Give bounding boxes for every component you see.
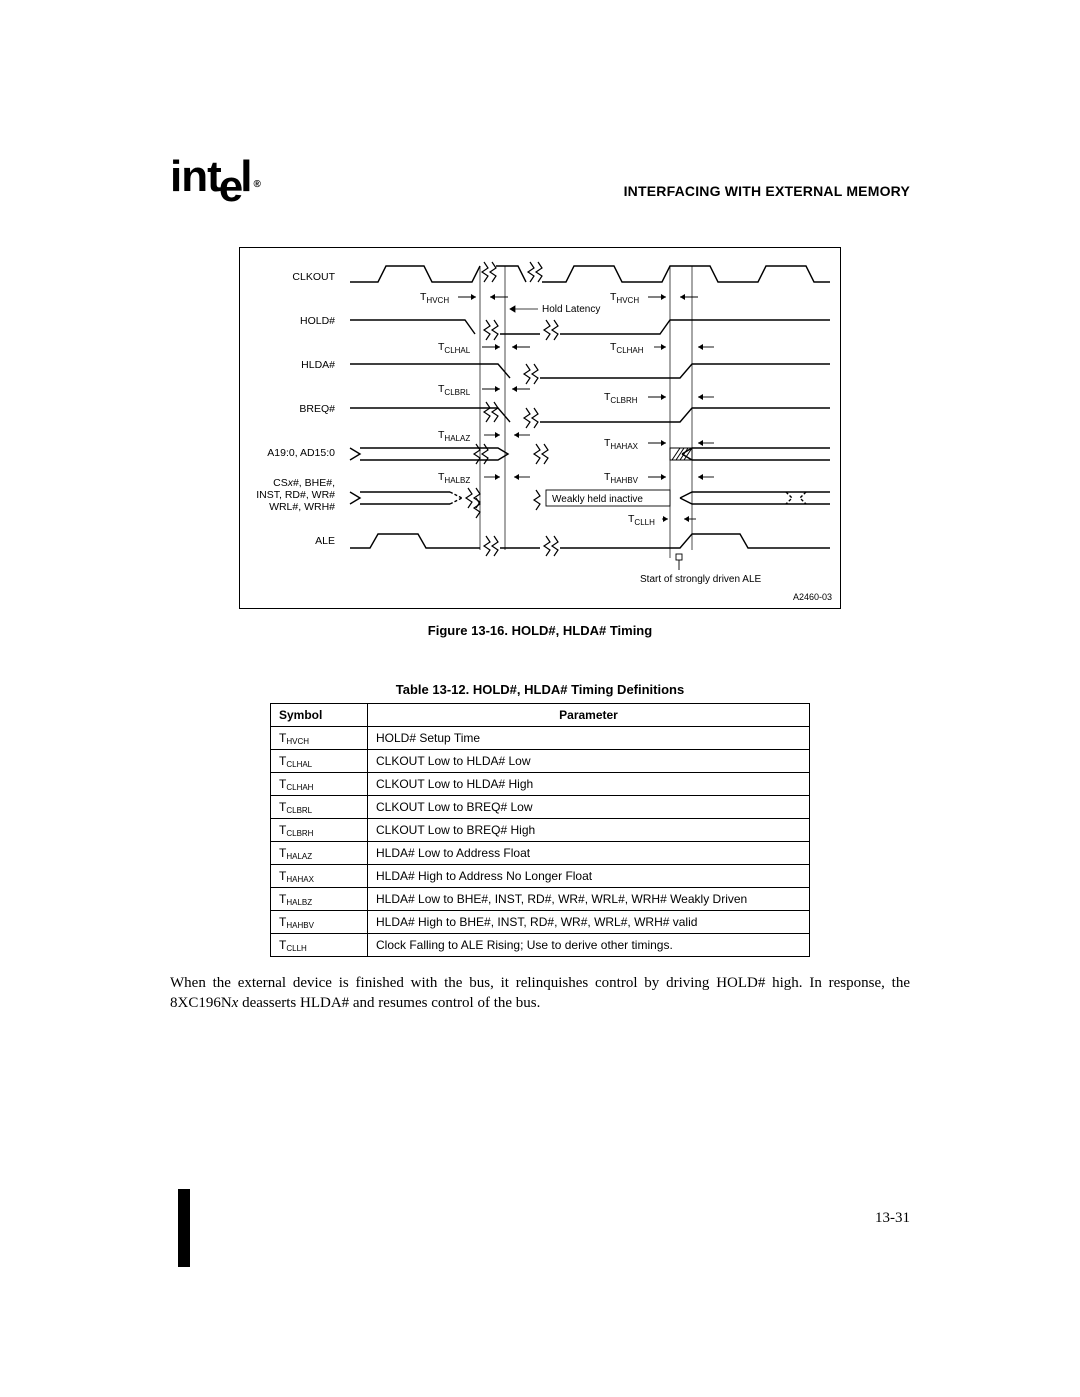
tclbrh-label: TCLBRH bbox=[604, 391, 714, 405]
thalbz-label: THALBZ bbox=[438, 471, 530, 485]
table-cell-symbol: THAHBV bbox=[271, 911, 368, 934]
hold-wave bbox=[350, 320, 830, 334]
table-header-row: Symbol Parameter bbox=[271, 704, 810, 727]
table-row: TCLHALCLKOUT Low to HLDA# Low bbox=[271, 750, 810, 773]
table-cell-symbol: TCLHAH bbox=[271, 773, 368, 796]
table-caption: Table 13-12. HOLD#, HLDA# Timing Definit… bbox=[170, 682, 910, 697]
table-row: THALAZHLDA# Low to Address Float bbox=[271, 842, 810, 865]
signal-label: CSx#, BHE#, bbox=[273, 477, 335, 489]
svg-text:THAHBV: THAHBV bbox=[604, 471, 639, 485]
hlda-wave bbox=[350, 364, 830, 378]
signal-label: ALE bbox=[315, 535, 335, 547]
tclhah-label: TCLHAH bbox=[610, 341, 714, 355]
table-row: THAHBVHLDA# High to BHE#, INST, RD#, WR#… bbox=[271, 911, 810, 934]
svg-text:THAHAX: THAHAX bbox=[604, 437, 639, 451]
tclhal-label: TCLHAL bbox=[438, 341, 530, 355]
figure-id: A2460-03 bbox=[793, 592, 832, 602]
table-cell-parameter: HLDA# High to BHE#, INST, RD#, WR#, WRL#… bbox=[368, 911, 810, 934]
table-cell-parameter: CLKOUT Low to HLDA# High bbox=[368, 773, 810, 796]
page: intel® INTERFACING WITH EXTERNAL MEMORY … bbox=[0, 0, 1080, 1397]
table-cell-parameter: Clock Falling to ALE Rising; Use to deri… bbox=[368, 934, 810, 957]
svg-text:Weakly held inactive: Weakly held inactive bbox=[552, 494, 643, 505]
svg-text:TCLBRH: TCLBRH bbox=[604, 391, 638, 405]
table-cell-symbol: THVCH bbox=[271, 727, 368, 750]
thahax-label: THAHAX bbox=[604, 437, 714, 451]
signal-label: HLDA# bbox=[301, 359, 335, 371]
left-black-bar bbox=[178, 1189, 190, 1267]
svg-text:TCLBRL: TCLBRL bbox=[438, 383, 471, 397]
table-row: THAHAXHLDA# High to Address No Longer Fl… bbox=[271, 865, 810, 888]
signal-label: HOLD# bbox=[300, 315, 335, 327]
svg-text:TCLHAH: TCLHAH bbox=[610, 341, 644, 355]
header-row: intel® INTERFACING WITH EXTERNAL MEMORY bbox=[170, 155, 910, 199]
svg-text:TCLHAL: TCLHAL bbox=[438, 341, 471, 355]
table-row: THVCHHOLD# Setup Time bbox=[271, 727, 810, 750]
ale-annot: Start of strongly driven ALE bbox=[640, 574, 762, 585]
svg-text:THVCH: THVCH bbox=[420, 291, 449, 305]
table-cell-parameter: CLKOUT Low to BREQ# Low bbox=[368, 796, 810, 819]
table-row: THALBZHLDA# Low to BHE#, INST, RD#, WR#,… bbox=[271, 888, 810, 911]
svg-text:TCLLH: TCLLH bbox=[628, 513, 655, 527]
table-header-parameter: Parameter bbox=[368, 704, 810, 727]
table-header-symbol: Symbol bbox=[271, 704, 368, 727]
thahbv-label: THAHBV bbox=[604, 471, 714, 485]
weakly-held-box: Weakly held inactive bbox=[546, 490, 670, 506]
svg-text:THVCH: THVCH bbox=[610, 291, 639, 305]
intel-logo: intel® bbox=[170, 155, 260, 199]
signal-label: CLKOUT bbox=[292, 271, 335, 283]
table-cell-symbol: THALAZ bbox=[271, 842, 368, 865]
table-cell-symbol: TCLBRH bbox=[271, 819, 368, 842]
table-row: TCLLHClock Falling to ALE Rising; Use to… bbox=[271, 934, 810, 957]
addr-bus-wave bbox=[350, 448, 830, 460]
thalaz-label: THALAZ bbox=[438, 429, 530, 443]
table-cell-symbol: TCLHAL bbox=[271, 750, 368, 773]
signal-label: WRL#, WRH# bbox=[269, 501, 335, 513]
svg-text:THALAZ: THALAZ bbox=[438, 429, 470, 443]
tclbrl-label: TCLBRL bbox=[438, 383, 530, 397]
breq-wave bbox=[350, 408, 830, 422]
table-cell-parameter: CLKOUT Low to BREQ# High bbox=[368, 819, 810, 842]
svg-text:THALBZ: THALBZ bbox=[438, 471, 470, 485]
table-cell-parameter: HOLD# Setup Time bbox=[368, 727, 810, 750]
section-title: INTERFACING WITH EXTERNAL MEMORY bbox=[624, 183, 910, 199]
table-cell-parameter: HLDA# Low to BHE#, INST, RD#, WR#, WRL#,… bbox=[368, 888, 810, 911]
thvch-label-1: THVCH bbox=[420, 291, 508, 305]
ale-arrow bbox=[676, 554, 682, 570]
table-cell-parameter: HLDA# High to Address No Longer Float bbox=[368, 865, 810, 888]
clkout-wave bbox=[350, 266, 830, 282]
table-cell-symbol: THALBZ bbox=[271, 888, 368, 911]
tcllh-label: TCLLH bbox=[628, 513, 696, 527]
signal-label: BREQ# bbox=[299, 403, 335, 415]
table-cell-parameter: CLKOUT Low to HLDA# Low bbox=[368, 750, 810, 773]
page-number: 13-31 bbox=[875, 1210, 910, 1227]
table-cell-symbol: THAHAX bbox=[271, 865, 368, 888]
signal-label: INST, RD#, WR# bbox=[256, 489, 335, 501]
signal-label: A19:0, AD15:0 bbox=[267, 447, 335, 459]
hold-latency-label: Hold Latency bbox=[542, 304, 600, 315]
table-row: TCLBRLCLKOUT Low to BREQ# Low bbox=[271, 796, 810, 819]
thvch-label-2: THVCH bbox=[610, 291, 698, 305]
table-cell-symbol: TCLBRL bbox=[271, 796, 368, 819]
ale-wave bbox=[350, 534, 830, 548]
body-paragraph: When the external device is finished wit… bbox=[170, 973, 910, 1014]
table-cell-symbol: TCLLH bbox=[271, 934, 368, 957]
table-row: TCLBRHCLKOUT Low to BREQ# High bbox=[271, 819, 810, 842]
timing-diagram: CLKOUT HOLD# HLDA# BREQ# A19:0, AD15:0 C… bbox=[239, 247, 841, 609]
figure-caption: Figure 13-16. HOLD#, HLDA# Timing bbox=[170, 623, 910, 638]
table-row: TCLHAHCLKOUT Low to HLDA# High bbox=[271, 773, 810, 796]
table-cell-parameter: HLDA# Low to Address Float bbox=[368, 842, 810, 865]
body-text-part2: deasserts HLDA# and resumes control of t… bbox=[238, 995, 540, 1011]
timing-table: Symbol Parameter THVCHHOLD# Setup TimeTC… bbox=[270, 703, 810, 957]
